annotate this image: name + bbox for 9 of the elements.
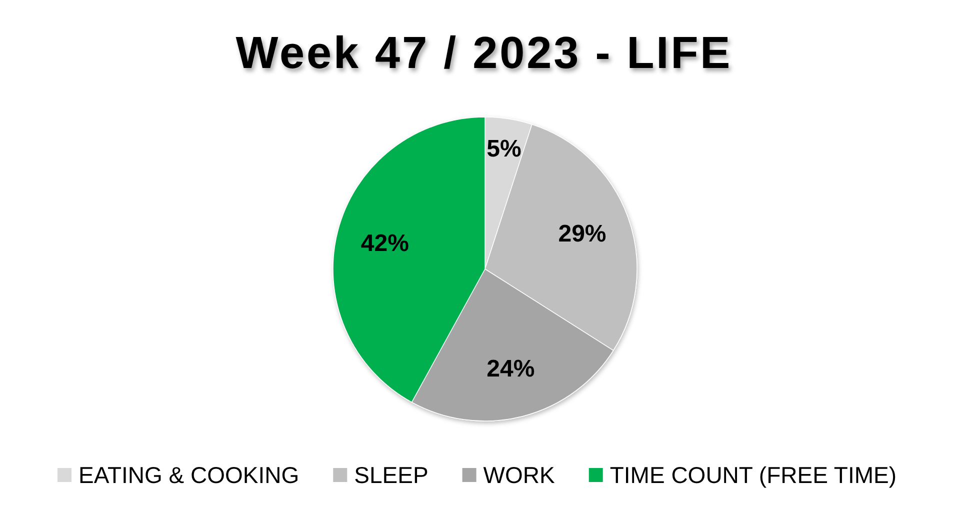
- legend-label: EATING & COOKING: [78, 462, 300, 488]
- data-label: 24%: [486, 356, 535, 383]
- data-label: 29%: [558, 220, 606, 248]
- legend-label: SLEEP: [354, 462, 428, 488]
- legend-label: TIME COUNT (FREE TIME): [610, 462, 897, 488]
- legend-label: WORK: [483, 462, 556, 488]
- data-label: 5%: [486, 135, 522, 162]
- chart-title: Week 47 / 2023 - LIFE: [236, 27, 732, 78]
- data-label: 42%: [360, 230, 409, 257]
